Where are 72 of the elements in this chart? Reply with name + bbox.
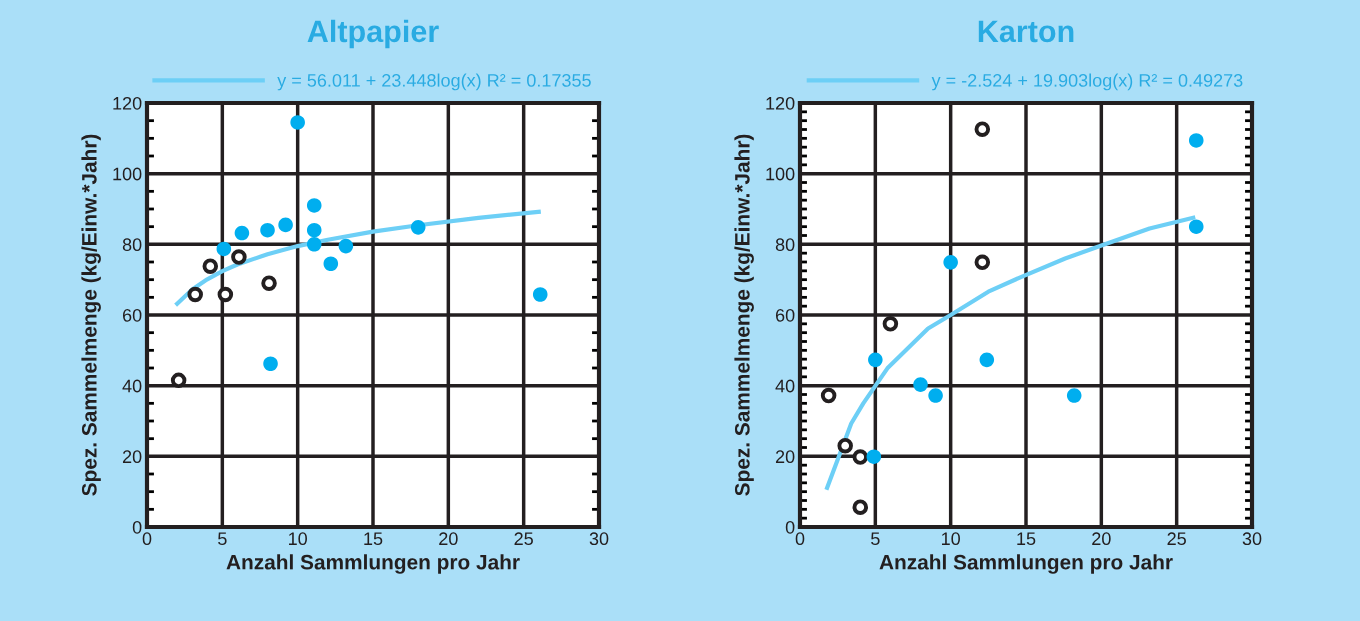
x-tick-label: 30 — [589, 532, 609, 546]
x-tick-label: 15 — [1017, 532, 1036, 546]
text: y = -2.524 + 19.903log(x) R² = 0.49273 — [931, 73, 1243, 91]
chart-title: Altpapier — [307, 19, 439, 49]
point — [263, 356, 278, 372]
point — [290, 115, 305, 130]
point — [338, 238, 354, 254]
point — [187, 286, 203, 303]
x-tick-label: 25 — [1167, 532, 1186, 546]
point — [217, 286, 234, 303]
point — [837, 437, 853, 454]
y-tick-label: 20 — [122, 450, 142, 464]
y-tick-label: 100 — [766, 167, 795, 181]
point — [234, 225, 250, 241]
y-tick-label: 120 — [766, 96, 795, 110]
point — [278, 217, 293, 233]
y-tick-label: 0 — [132, 520, 142, 534]
point — [532, 287, 548, 302]
point — [913, 377, 928, 392]
x-tick-label: 0 — [795, 532, 805, 546]
x-tick-label: 0 — [142, 532, 152, 546]
point — [882, 316, 899, 332]
point — [306, 198, 322, 213]
point — [410, 220, 426, 235]
point — [866, 449, 882, 464]
x-axis-title: Anzahl Sammlungen pro Jahr — [226, 554, 520, 574]
y-tick-label: 100 — [113, 167, 142, 181]
y-axis-title: Spez. Sammelmenge (kg/Einw.*Jahr) — [81, 134, 101, 496]
point — [260, 222, 275, 238]
y-tick-label: 0 — [785, 520, 795, 534]
x-axis-title: Anzahl Sammlungen pro Jahr — [879, 554, 1173, 574]
y-tick-label: 40 — [122, 379, 142, 393]
x-tick-label: 25 — [514, 532, 533, 546]
y-tick-label: 20 — [775, 450, 795, 464]
text: y = 56.011 + 23.448log(x) R² = 0.17355 — [277, 73, 591, 91]
point — [852, 499, 869, 515]
x-tick-label: 20 — [439, 532, 458, 546]
point — [216, 241, 232, 257]
line-series — [175, 209, 541, 306]
point — [1066, 388, 1082, 403]
point — [261, 275, 277, 291]
point — [852, 449, 869, 465]
point — [868, 352, 883, 368]
point — [943, 255, 958, 270]
chart-title: Karton — [978, 20, 1074, 43]
x-tick-label: 20 — [1092, 532, 1111, 546]
x-tick-label: 10 — [942, 532, 960, 546]
x-tick-label: 15 — [364, 532, 383, 546]
y-tick-label: 80 — [775, 238, 795, 252]
point — [820, 387, 837, 404]
y-axis-title: Spez. Sammelmenge (kg/Einw.*Jahr) — [734, 134, 754, 496]
y-tick-label: 60 — [122, 308, 142, 322]
x-tick-label: 5 — [871, 532, 880, 546]
point — [974, 121, 991, 137]
x-tick-label: 10 — [289, 532, 307, 546]
x-tick-label: 5 — [218, 532, 227, 546]
y-tick-label: 120 — [113, 96, 142, 110]
point — [979, 352, 995, 368]
y-tick-label: 60 — [775, 308, 795, 322]
point — [202, 258, 219, 274]
point — [231, 249, 247, 265]
point — [306, 222, 322, 238]
point — [928, 388, 943, 403]
x-tick-label: 30 — [1242, 532, 1262, 546]
y-tick-label: 80 — [122, 238, 142, 252]
point — [1188, 133, 1204, 148]
point — [306, 237, 322, 252]
y-tick-label: 40 — [775, 379, 795, 393]
point — [974, 254, 991, 271]
point — [1188, 219, 1204, 234]
point — [323, 256, 339, 272]
point — [170, 372, 187, 389]
